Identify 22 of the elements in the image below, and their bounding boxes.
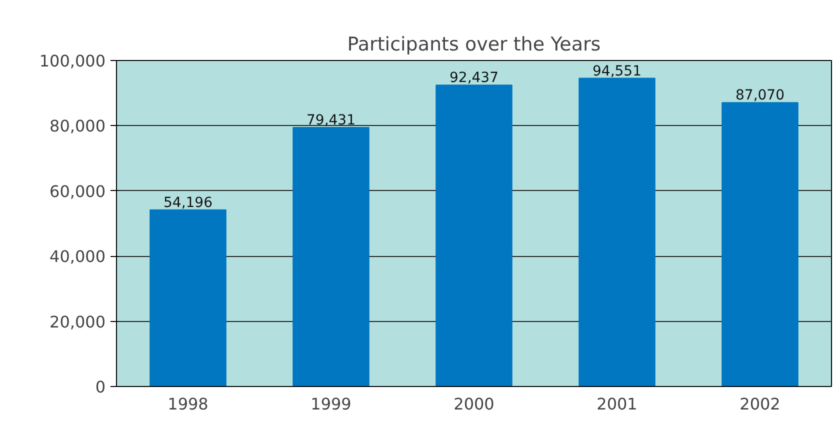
bar	[292, 127, 370, 386]
y-tick-label: 40,000	[50, 247, 106, 266]
data-label: 79,431	[306, 112, 356, 129]
x-tick-label: 1999	[310, 394, 352, 414]
data-label: 87,070	[736, 88, 785, 104]
bar	[150, 209, 226, 386]
x-tick-label: 2001	[596, 394, 638, 414]
data-label: 94,551	[592, 63, 642, 80]
data-label: 54,196	[164, 194, 213, 211]
y-tick-label: 0	[95, 378, 106, 396]
y-tick-label: 80,000	[50, 116, 106, 136]
y-tick-label: 60,000	[50, 182, 106, 201]
x-tick-label: 2002	[740, 394, 780, 414]
x-tick-label: 1998	[168, 394, 208, 414]
bar	[722, 102, 798, 386]
y-tick-label: 100,000	[39, 52, 106, 70]
bar	[436, 84, 512, 386]
chart-title: Participants over the Years	[347, 34, 601, 56]
x-tick-label: 2000	[454, 394, 494, 414]
data-label: 92,437	[450, 70, 499, 86]
bar	[578, 78, 656, 386]
y-tick-label: 20,000	[50, 312, 106, 332]
